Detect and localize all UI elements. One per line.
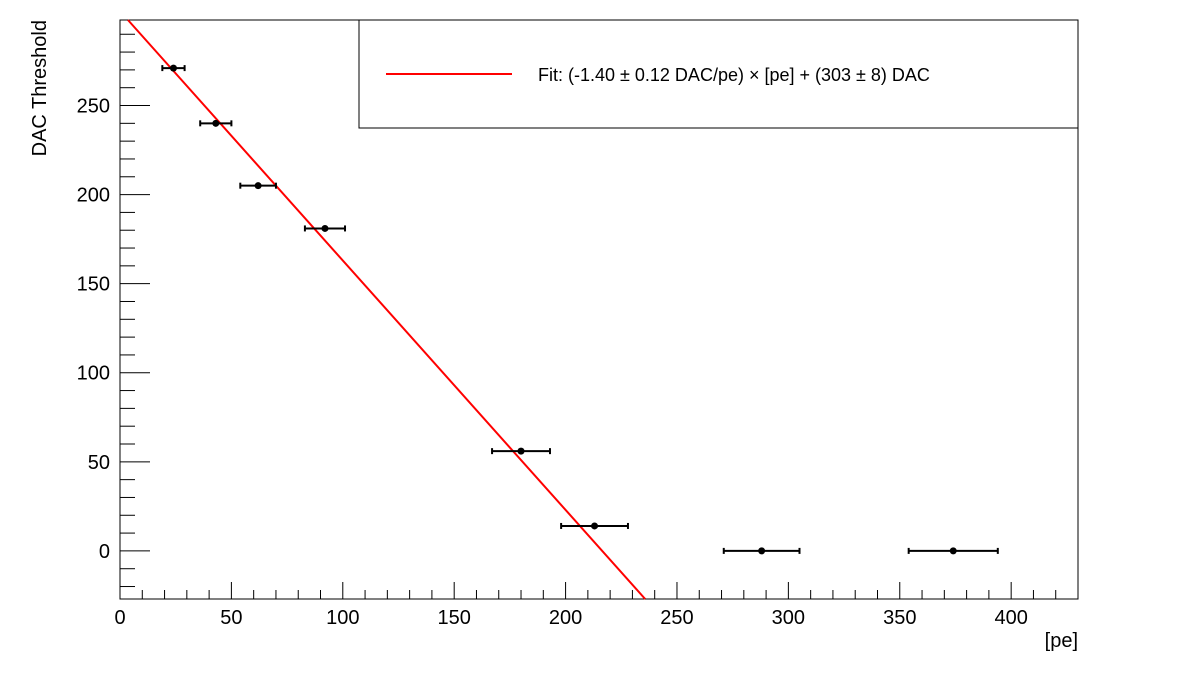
data-point <box>254 182 262 190</box>
fit-line <box>127 19 646 600</box>
x-tick-label: 200 <box>549 607 582 629</box>
points-layer <box>161 64 999 555</box>
x-tick-label: 100 <box>326 607 359 629</box>
data-point <box>591 522 599 530</box>
x-tick-label: 50 <box>220 607 242 629</box>
x-tick-label: 0 <box>114 607 125 629</box>
x-tick-label: 300 <box>772 607 805 629</box>
data-point <box>949 547 957 555</box>
data-point <box>169 64 177 72</box>
y-axis-title: DAC Threshold <box>29 20 51 156</box>
x-axis-title: [pe] <box>1045 630 1078 652</box>
y-axis: 0 50 100 150 200 250 <box>77 33 150 588</box>
y-tick-label: 150 <box>77 274 110 296</box>
data-point <box>517 447 525 455</box>
data-point <box>321 224 329 232</box>
y-tick-label: 200 <box>77 185 110 207</box>
x-tick-label: 350 <box>883 607 916 629</box>
y-tick-label: 0 <box>99 541 110 563</box>
legend: Fit: (-1.40 ± 0.12 DAC/pe) × [pe] + (303… <box>358 19 1079 129</box>
legend-fit-label: Fit: (-1.40 ± 0.12 DAC/pe) × [pe] + (303… <box>538 65 930 85</box>
y-tick-label: 50 <box>88 452 110 474</box>
data-point <box>212 119 220 127</box>
y-tick-label: 250 <box>77 96 110 118</box>
x-tick-label: 400 <box>994 607 1027 629</box>
y-tick-label: 100 <box>77 363 110 385</box>
x-axis: 0 50 100 150 200 250 300 350 400 <box>114 582 1079 629</box>
x-tick-label: 150 <box>437 607 470 629</box>
data-point <box>758 547 766 555</box>
fit-layer <box>127 19 646 600</box>
x-tick-label: 250 <box>660 607 693 629</box>
